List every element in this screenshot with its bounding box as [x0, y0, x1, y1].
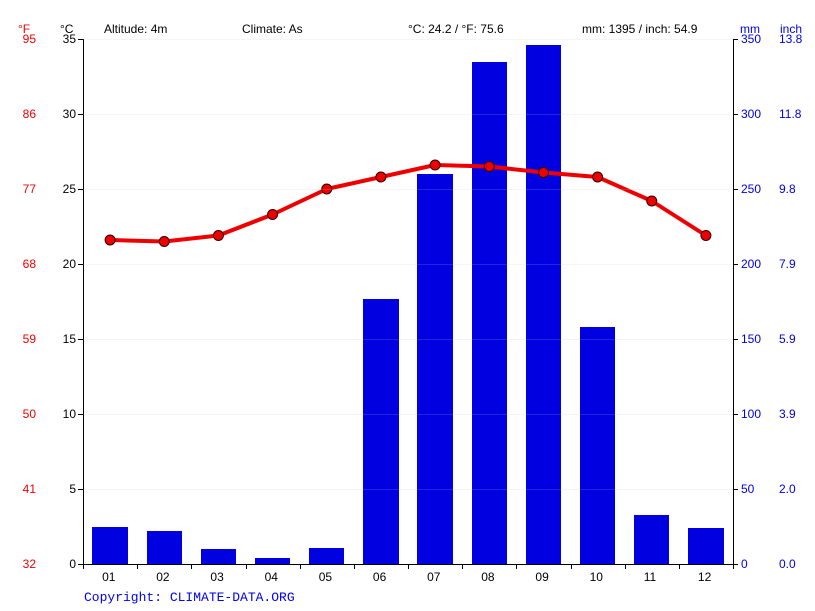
tick-month: 10 — [590, 570, 603, 584]
tick-month: 11 — [644, 570, 656, 584]
tick-fahrenheit: 59 — [12, 332, 36, 346]
temperature-line — [0, 0, 815, 611]
tick-inch: 2.0 — [779, 482, 796, 496]
temperature-marker — [484, 162, 494, 172]
tick-month: 03 — [210, 570, 223, 584]
temperature-path — [110, 165, 706, 242]
tick-mm: 200 — [741, 257, 761, 271]
tickmark-y — [733, 189, 738, 190]
tickmark-y — [78, 414, 83, 415]
tickmark-y — [78, 189, 83, 190]
tickmark-x — [191, 564, 192, 569]
tick-fahrenheit: 32 — [12, 557, 36, 571]
tick-mm: 100 — [741, 407, 761, 421]
tick-mm: 50 — [741, 482, 754, 496]
tickmark-y — [733, 414, 738, 415]
tickmark-y — [78, 264, 83, 265]
tick-celsius: 35 — [54, 32, 76, 46]
tick-celsius: 10 — [54, 407, 76, 421]
tick-month: 02 — [156, 570, 169, 584]
tickmark-x — [137, 564, 138, 569]
gridline — [83, 339, 733, 340]
gridline — [83, 189, 733, 190]
tick-inch: 13.8 — [779, 32, 802, 46]
temperature-marker — [268, 210, 278, 220]
tick-celsius: 20 — [54, 257, 76, 271]
tickmark-x — [571, 564, 572, 569]
tickmark-x — [679, 564, 680, 569]
tickmark-y — [78, 339, 83, 340]
temperature-marker — [593, 172, 603, 182]
tickmark-y — [733, 264, 738, 265]
tick-mm: 250 — [741, 182, 761, 196]
tick-celsius: 15 — [54, 332, 76, 346]
tick-inch: 11.8 — [779, 107, 801, 121]
temperature-marker — [213, 231, 223, 241]
temperature-marker — [376, 172, 386, 182]
climate-chart: °F °C mm inch Altitude: 4m Climate: As °… — [0, 0, 815, 611]
tick-fahrenheit: 68 — [12, 257, 36, 271]
tick-fahrenheit: 86 — [12, 107, 36, 121]
gridline — [83, 114, 733, 115]
tickmark-y — [733, 339, 738, 340]
tick-inch: 9.8 — [779, 182, 796, 196]
tick-fahrenheit: 95 — [12, 32, 36, 46]
tickmark-x — [625, 564, 626, 569]
tickmark-y — [78, 39, 83, 40]
tickmark-x — [516, 564, 517, 569]
tickmark-y — [733, 564, 738, 565]
tickmark-y — [78, 114, 83, 115]
gridline — [83, 39, 733, 40]
tickmark-x — [246, 564, 247, 569]
tick-fahrenheit: 41 — [12, 482, 36, 496]
tick-month: 07 — [427, 570, 440, 584]
tick-mm: 300 — [741, 107, 761, 121]
temperature-marker — [430, 160, 440, 170]
gridline — [83, 489, 733, 490]
tick-mm: 350 — [741, 32, 761, 46]
tick-celsius: 25 — [54, 182, 76, 196]
tick-inch: 3.9 — [779, 407, 796, 421]
tick-mm: 150 — [741, 332, 761, 346]
tickmark-x — [83, 564, 84, 569]
gridline — [83, 414, 733, 415]
tickmark-y — [78, 489, 83, 490]
tick-fahrenheit: 50 — [12, 407, 36, 421]
tick-inch: 5.9 — [779, 332, 796, 346]
tick-month: 06 — [373, 570, 386, 584]
tick-celsius: 5 — [54, 482, 76, 496]
temperature-marker — [105, 235, 115, 245]
temperature-marker — [159, 237, 169, 247]
tick-month: 09 — [535, 570, 548, 584]
temperature-marker — [701, 231, 711, 241]
tick-month: 01 — [102, 570, 115, 584]
tickmark-x — [408, 564, 409, 569]
tick-month: 08 — [481, 570, 494, 584]
tickmark-y — [78, 564, 83, 565]
tick-fahrenheit: 77 — [12, 182, 36, 196]
tickmark-y — [733, 39, 738, 40]
tickmark-y — [733, 114, 738, 115]
tickmark-x — [462, 564, 463, 569]
tickmark-x — [300, 564, 301, 569]
copyright: Copyright: CLIMATE-DATA.ORG — [84, 590, 295, 605]
tick-inch: 0.0 — [779, 557, 796, 571]
gridline — [83, 264, 733, 265]
temperature-marker — [538, 168, 548, 178]
tickmark-x — [354, 564, 355, 569]
tick-mm: 0 — [741, 557, 748, 571]
tick-celsius: 30 — [54, 107, 76, 121]
tick-month: 12 — [698, 570, 711, 584]
tick-month: 04 — [265, 570, 278, 584]
tick-inch: 7.9 — [779, 257, 796, 271]
tick-celsius: 0 — [54, 557, 76, 571]
tick-month: 05 — [319, 570, 332, 584]
temperature-marker — [647, 196, 657, 206]
tickmark-y — [733, 489, 738, 490]
